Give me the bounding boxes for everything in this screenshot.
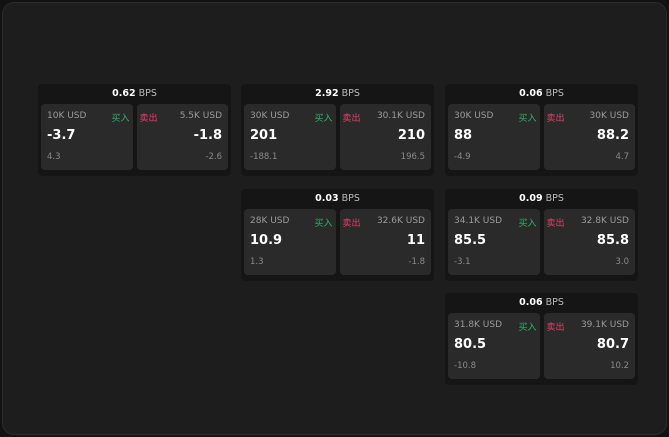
sell-price: 88.2: [596, 128, 629, 143]
sell-card[interactable]: 卖出 30K USD 88.2 4.7: [543, 104, 635, 170]
buy-label: 买入: [518, 114, 537, 124]
buy-price: 201: [250, 128, 278, 143]
sell-label: 卖出: [342, 114, 361, 124]
sell-amount: 5.5K USD: [179, 111, 222, 121]
spread-unit: BPS: [545, 193, 564, 204]
spread-value: 2.92: [315, 88, 339, 99]
buy-label: 买入: [314, 219, 333, 229]
sell-price: 210: [397, 128, 425, 143]
buy-amount: 30K USD: [250, 111, 290, 121]
buy-amount: 31.8K USD: [454, 320, 503, 330]
sell-amount: 30.1K USD: [376, 111, 425, 121]
spread-unit: BPS: [545, 297, 564, 308]
spread-unit: BPS: [545, 88, 564, 99]
buy-price: -3.7: [47, 128, 76, 143]
quote-panel: 0.03 BPS 28K USD 买入 10.9 1.3 卖出 32.6K US…: [241, 189, 434, 281]
quote-panel: 0.09 BPS 34.1K USD 买入 85.5 -3.1 卖出 32.8K…: [445, 189, 638, 281]
buy-label: 买入: [111, 114, 130, 124]
buy-label: 买入: [518, 323, 537, 333]
spread-header: 0.03 BPS: [241, 189, 434, 209]
buy-change: -10.8: [454, 361, 476, 371]
quote-panel: 0.06 BPS 31.8K USD 买入 80.5 -10.8 卖出 39.1…: [445, 293, 638, 385]
sell-card[interactable]: 卖出 32.8K USD 85.8 3.0: [543, 209, 635, 275]
sell-label: 卖出: [546, 114, 565, 124]
buy-card[interactable]: 10K USD 买入 -3.7 4.3: [41, 104, 133, 170]
buy-card[interactable]: 30K USD 买入 201 -188.1: [244, 104, 336, 170]
sell-card[interactable]: 卖出 39.1K USD 80.7 10.2: [543, 313, 635, 379]
buy-change: 4.3: [47, 152, 61, 162]
buy-amount: 34.1K USD: [454, 216, 503, 226]
spread-unit: BPS: [341, 193, 360, 204]
spread-value: 0.09: [519, 193, 543, 204]
sell-price: 80.7: [596, 337, 629, 352]
spread-value: 0.62: [112, 88, 136, 99]
spread-header: 0.06 BPS: [445, 84, 638, 104]
sell-amount: 32.6K USD: [376, 216, 425, 226]
sell-label: 卖出: [139, 114, 158, 124]
buy-change: -3.1: [454, 257, 471, 267]
sell-amount: 32.8K USD: [580, 216, 629, 226]
sell-change: 3.0: [615, 257, 629, 267]
sell-label: 卖出: [546, 323, 565, 333]
sell-price: -1.8: [193, 128, 222, 143]
buy-amount: 30K USD: [454, 111, 494, 121]
buy-card[interactable]: 28K USD 买入 10.9 1.3: [244, 209, 336, 275]
buy-change: 1.3: [250, 257, 264, 267]
spread-header: 0.09 BPS: [445, 189, 638, 209]
buy-change: -4.9: [454, 152, 471, 162]
sell-change: 10.2: [610, 361, 629, 371]
quote-panel: 0.62 BPS 10K USD 买入 -3.7 4.3 卖出 5.5K USD…: [38, 84, 231, 176]
sell-card[interactable]: 卖出 5.5K USD -1.8 -2.6: [136, 104, 228, 170]
sell-card[interactable]: 卖出 30.1K USD 210 196.5: [339, 104, 431, 170]
spread-unit: BPS: [138, 88, 157, 99]
buy-price: 80.5: [454, 337, 487, 352]
sell-change: 196.5: [400, 152, 425, 162]
sell-change: -1.8: [408, 257, 425, 267]
spread-header: 2.92 BPS: [241, 84, 434, 104]
sell-change: -2.6: [205, 152, 222, 162]
buy-label: 买入: [314, 114, 333, 124]
spread-unit: BPS: [341, 88, 360, 99]
sell-card[interactable]: 卖出 32.6K USD 11 -1.8: [339, 209, 431, 275]
sell-price: 11: [406, 233, 425, 248]
sell-label: 卖出: [342, 219, 361, 229]
sell-change: 4.7: [615, 152, 629, 162]
buy-amount: 10K USD: [47, 111, 87, 121]
spread-value: 0.06: [519, 88, 543, 99]
spread-header: 0.62 BPS: [38, 84, 231, 104]
sell-amount: 30K USD: [589, 111, 629, 121]
buy-label: 买入: [518, 219, 537, 229]
quote-panel: 2.92 BPS 30K USD 买入 201 -188.1 卖出 30.1K …: [241, 84, 434, 176]
sell-price: 85.8: [596, 233, 629, 248]
buy-change: -188.1: [250, 152, 278, 162]
buy-amount: 28K USD: [250, 216, 290, 226]
buy-price: 85.5: [454, 233, 487, 248]
quote-panel: 0.06 BPS 30K USD 买入 88 -4.9 卖出 30K USD 8…: [445, 84, 638, 176]
sell-amount: 39.1K USD: [580, 320, 629, 330]
spread-value: 0.03: [315, 193, 339, 204]
spread-value: 0.06: [519, 297, 543, 308]
buy-card[interactable]: 30K USD 买入 88 -4.9: [448, 104, 540, 170]
buy-card[interactable]: 34.1K USD 买入 85.5 -3.1: [448, 209, 540, 275]
buy-price: 88: [454, 128, 473, 143]
sell-label: 卖出: [546, 219, 565, 229]
buy-card[interactable]: 31.8K USD 买入 80.5 -10.8: [448, 313, 540, 379]
buy-price: 10.9: [250, 233, 283, 248]
spread-header: 0.06 BPS: [445, 293, 638, 313]
